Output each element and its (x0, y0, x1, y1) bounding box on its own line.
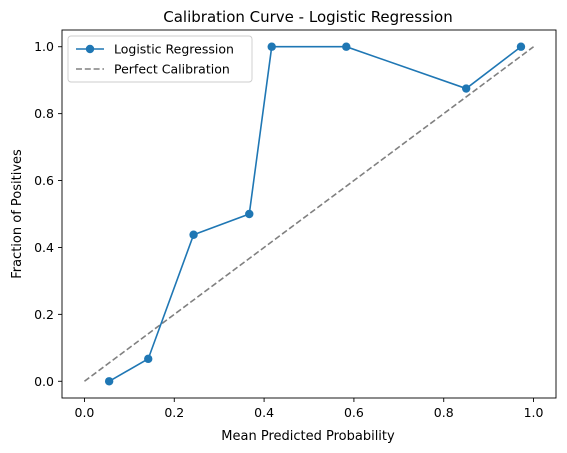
data-point (342, 42, 351, 51)
logistic-regression-line (108, 45, 522, 382)
legend-box (67, 35, 253, 83)
plot-area (61, 29, 557, 399)
legend-swatch-marker (85, 44, 95, 54)
data-point (104, 377, 114, 386)
y-tick-label: 0.0 (34, 374, 54, 389)
x-tick-label: 0.2 (164, 405, 184, 420)
data-point (245, 209, 254, 219)
y-tick-label: 0.8 (34, 106, 54, 121)
x-tick-label: 0.0 (75, 405, 95, 420)
x-tick-label: 0.6 (344, 405, 364, 420)
chart-title: Calibration Curve - Logistic Regression (163, 8, 452, 26)
x-axis-ticks: 0.0 0.2 0.4 0.6 0.8 1.0 (75, 398, 544, 420)
data-point (144, 354, 153, 364)
x-tick-label: 1.0 (524, 405, 544, 420)
x-tick-label: 0.8 (434, 405, 454, 420)
x-tick-label: 0.4 (254, 405, 274, 420)
y-axis-ticks: 0.0 0.2 0.4 0.6 0.8 1.0 (34, 39, 62, 389)
perfect-calibration-line (83, 46, 535, 382)
y-tick-label: 0.6 (34, 173, 54, 188)
y-tick-label: 1.0 (34, 39, 54, 54)
y-tick-label: 0.4 (34, 240, 54, 255)
legend-entry-label: Perfect Calibration (114, 62, 230, 77)
legend-entry-label: Logistic Regression (114, 42, 234, 57)
y-tick-label: 0.2 (34, 307, 54, 322)
legend: Logistic Regression Perfect Calibration (67, 35, 253, 83)
data-point (267, 42, 276, 51)
data-point (461, 84, 471, 93)
y-axis-label: Fraction of Positives (10, 149, 25, 279)
data-point (189, 230, 198, 239)
data-point (516, 42, 526, 51)
axes-frame (61, 29, 557, 399)
x-axis-label: Mean Predicted Probability (221, 429, 395, 444)
